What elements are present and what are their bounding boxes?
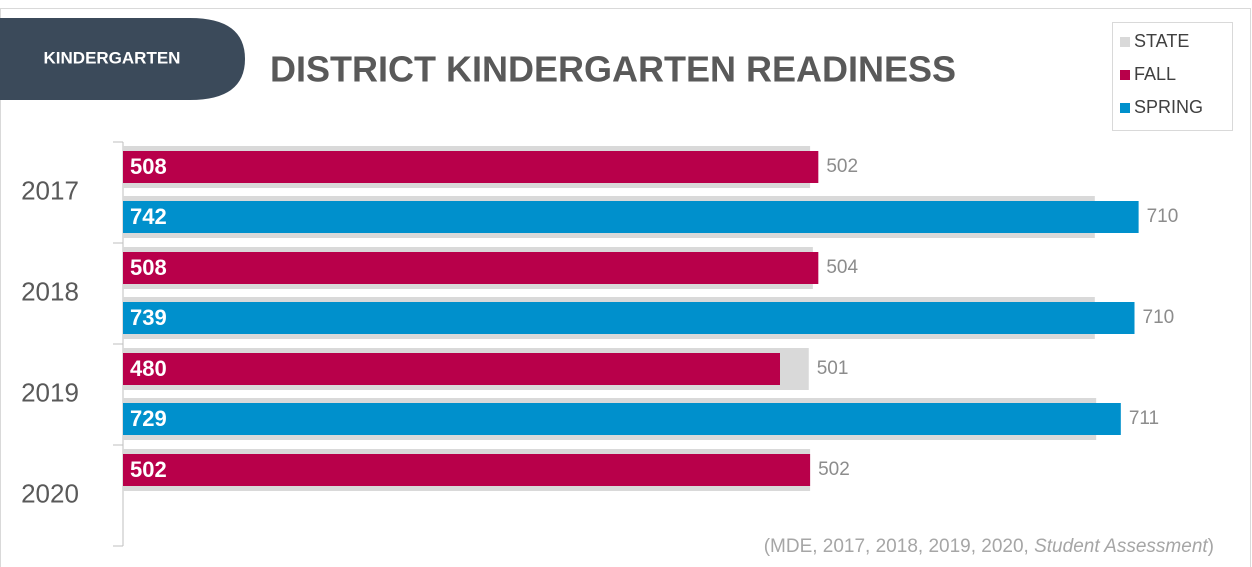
bar xyxy=(123,353,780,385)
state-value-label: 504 xyxy=(826,257,858,278)
bar xyxy=(123,302,1135,334)
legend-label: STATE xyxy=(1134,31,1189,51)
state-value-label: 710 xyxy=(1143,307,1175,328)
badge xyxy=(0,18,245,100)
badge-text: KINDERGARTEN xyxy=(44,48,181,67)
y-tick-label: 2018 xyxy=(21,276,79,306)
legend-swatch xyxy=(1120,103,1130,113)
state-value-label: 710 xyxy=(1147,206,1179,227)
source-note: (MDE, 2017, 2018, 2019, 2020, Student As… xyxy=(764,536,1214,557)
value-label: 742 xyxy=(130,204,167,229)
state-value-label: 502 xyxy=(826,156,858,177)
legend-box xyxy=(1112,22,1233,131)
state-value-label: 711 xyxy=(1129,408,1159,429)
value-label: 729 xyxy=(130,406,167,431)
frame xyxy=(0,8,1251,567)
source-end: ) xyxy=(1208,536,1214,557)
value-label: 502 xyxy=(130,457,167,482)
source-text: (MDE, 2017, 2018, 2019, 2020, xyxy=(764,536,1034,557)
y-tick-label: 2017 xyxy=(21,175,79,205)
bar xyxy=(123,151,819,183)
legend-swatch xyxy=(1120,37,1130,47)
value-label: 739 xyxy=(130,305,167,330)
value-label: 508 xyxy=(130,255,167,280)
bar xyxy=(123,252,819,284)
legend-label: FALL xyxy=(1134,64,1176,84)
bar xyxy=(123,403,1121,435)
legend-swatch xyxy=(1120,70,1130,80)
bar xyxy=(123,201,1139,233)
value-label: 508 xyxy=(130,154,167,179)
state-value-label: 502 xyxy=(818,459,850,480)
bar xyxy=(123,454,811,486)
source-italic: Student Assessment xyxy=(1034,536,1208,557)
state-value-label: 501 xyxy=(817,358,849,379)
chart-title: DISTRICT KINDERGARTEN READINESS xyxy=(270,49,956,90)
legend-label: SPRING xyxy=(1134,97,1203,117)
y-tick-label: 2019 xyxy=(21,377,79,407)
y-tick-label: 2020 xyxy=(21,478,79,508)
value-label: 480 xyxy=(130,356,167,381)
